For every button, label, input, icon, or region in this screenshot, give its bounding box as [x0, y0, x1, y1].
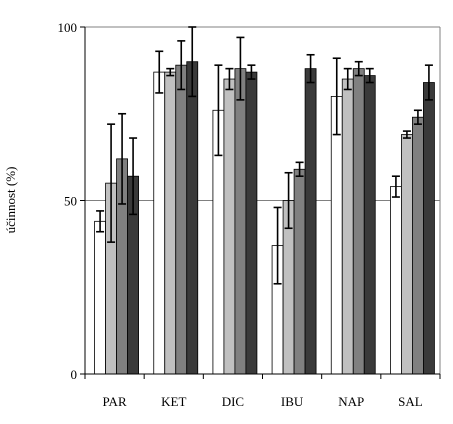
bar-ket-series-3 [175, 64, 188, 375]
y-tick-label-2: 100 [58, 20, 78, 35]
category-label-dic: DIC [222, 394, 244, 409]
bar-nap-series-1 [330, 96, 343, 375]
error-bar-nap-series-4 [365, 67, 374, 84]
bar-nap-series-4 [363, 75, 376, 375]
error-bar-ibu-series-2 [284, 171, 293, 230]
error-bar-ket-series-3 [177, 40, 186, 91]
category-label-ibu: IBU [281, 394, 304, 409]
y-tick-label-1: 50 [64, 194, 77, 209]
bar-dic-series-4 [245, 71, 258, 375]
error-bar-ket-series-4 [188, 26, 197, 98]
label-layer: 0 50 100 PAR KET DIC IBU NAP SAL [58, 20, 423, 409]
bar-nap-series-2 [341, 78, 354, 375]
bar-sal-series-4 [423, 82, 435, 375]
category-label-nap: NAP [338, 394, 364, 409]
y-axis-title: účinnost (%) [3, 167, 18, 234]
error-bar-ibu-series-4 [306, 53, 315, 84]
bar-par-series-1 [94, 220, 106, 375]
y-tick-label-0: 0 [71, 367, 78, 382]
error-bar-dic-series-4 [247, 64, 256, 80]
error-bar-nap-series-3 [354, 60, 363, 77]
bar-ket-series-4 [186, 61, 199, 375]
error-bar-ket-series-1 [155, 50, 164, 94]
error-bar-sal-series-1 [391, 175, 400, 198]
bar-dic-series-3 [234, 68, 247, 375]
error-bar-layer [96, 26, 433, 285]
bar-ibu-series-4 [304, 68, 317, 375]
bar-ket-series-2 [164, 71, 177, 375]
bar-ket-series-1 [153, 71, 166, 375]
category-label-ket: KET [161, 394, 186, 409]
grid-layer [85, 26, 440, 201]
error-bar-nap-series-1 [332, 57, 341, 136]
error-bar-nap-series-2 [343, 67, 352, 91]
error-bar-par-series-4 [129, 137, 138, 216]
category-label-sal: SAL [398, 394, 423, 409]
bar-ibu-series-3 [293, 168, 306, 375]
error-bar-sal-series-4 [424, 64, 433, 101]
error-bar-dic-series-2 [225, 67, 234, 91]
error-bar-dic-series-1 [214, 64, 223, 157]
bar-dic-series-2 [223, 78, 236, 375]
category-label-par: PAR [103, 394, 127, 409]
axis-layer [80, 26, 441, 379]
error-bar-sal-series-2 [402, 130, 411, 139]
error-bar-par-series-3 [118, 112, 127, 205]
error-bar-par-series-1 [96, 210, 105, 233]
error-bar-ibu-series-3 [295, 161, 304, 178]
error-bar-ket-series-2 [166, 67, 175, 77]
error-bar-dic-series-3 [236, 36, 245, 101]
bar-sal-series-2 [401, 134, 413, 375]
bar-sal-series-1 [390, 186, 402, 375]
bar-layer [94, 61, 435, 375]
bar-nap-series-3 [352, 68, 365, 375]
error-bar-sal-series-3 [413, 109, 422, 125]
error-bar-par-series-2 [107, 123, 116, 243]
error-bar-ibu-series-1 [273, 206, 282, 285]
bar-sal-series-3 [412, 116, 424, 375]
